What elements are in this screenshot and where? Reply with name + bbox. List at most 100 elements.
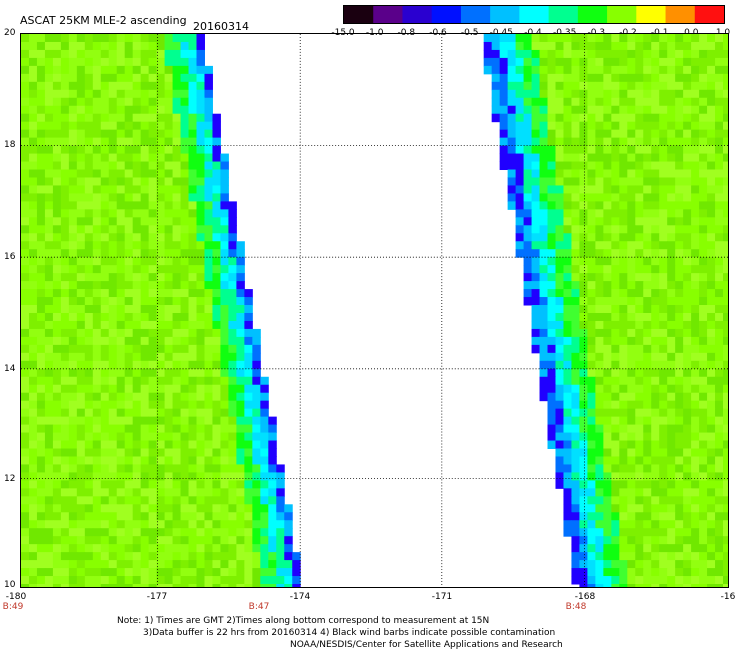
data-cell [635, 66, 643, 74]
data-cell [228, 512, 236, 520]
data-cell [619, 504, 627, 512]
data-cell [117, 536, 125, 544]
data-cell [579, 170, 587, 178]
data-cell [21, 576, 29, 584]
data-cell [109, 162, 117, 170]
data-cell [548, 130, 556, 138]
data-cell [540, 377, 548, 385]
data-cell [53, 74, 61, 82]
data-cell [165, 345, 173, 353]
data-cell [492, 34, 500, 42]
data-cell [93, 472, 101, 480]
data-cell [691, 146, 699, 154]
data-cell [715, 528, 723, 536]
data-cell [579, 74, 587, 82]
data-cell [563, 138, 571, 146]
data-cell [93, 90, 101, 98]
data-cell [133, 496, 141, 504]
data-cell [651, 98, 659, 106]
data-cell [165, 528, 173, 536]
data-cell [109, 441, 117, 449]
data-cell [675, 528, 683, 536]
data-cell [165, 122, 173, 130]
data-cell [619, 544, 627, 552]
data-cell [173, 82, 181, 90]
data-cell [651, 74, 659, 82]
data-cell [611, 472, 619, 480]
data-cell [252, 377, 260, 385]
data-cell [699, 496, 707, 504]
data-cell [563, 34, 571, 42]
data-cell [21, 321, 29, 329]
data-cell [29, 528, 37, 536]
data-cell [61, 417, 69, 425]
data-cell [619, 472, 627, 480]
data-cell [699, 297, 707, 305]
data-cell [540, 329, 548, 337]
data-cell [181, 385, 189, 393]
data-cell [21, 353, 29, 361]
data-cell [165, 401, 173, 409]
data-cell [61, 385, 69, 393]
data-cell [595, 185, 603, 193]
data-cell [212, 401, 220, 409]
data-cell [85, 313, 93, 321]
data-cell [643, 401, 651, 409]
data-cell [723, 369, 729, 377]
data-cell [165, 449, 173, 457]
data-cell [141, 122, 149, 130]
data-cell [236, 536, 244, 544]
data-cell [133, 34, 141, 42]
data-cell [659, 289, 667, 297]
data-cell [540, 74, 548, 82]
data-cell [45, 337, 53, 345]
data-cell [77, 297, 85, 305]
data-cell [53, 472, 61, 480]
data-cell [683, 401, 691, 409]
data-cell [45, 409, 53, 417]
data-cell [93, 520, 101, 528]
data-cell [540, 58, 548, 66]
data-cell [85, 329, 93, 337]
data-cell [45, 496, 53, 504]
data-cell [516, 138, 524, 146]
data-cell [165, 297, 173, 305]
data-cell [563, 98, 571, 106]
data-cell [643, 488, 651, 496]
data-cell [699, 568, 707, 576]
data-cell [715, 441, 723, 449]
data-cell [252, 568, 260, 576]
data-cell [691, 66, 699, 74]
data-cell [635, 241, 643, 249]
data-cell [723, 34, 729, 42]
data-cell [595, 74, 603, 82]
data-cell [707, 241, 715, 249]
data-cell [45, 449, 53, 457]
data-cell [93, 217, 101, 225]
data-cell [133, 393, 141, 401]
data-cell [204, 265, 212, 273]
data-cell [252, 449, 260, 457]
data-cell [508, 177, 516, 185]
data-cell [244, 568, 252, 576]
data-cell [189, 584, 197, 588]
data-cell [715, 130, 723, 138]
data-cell [252, 409, 260, 417]
data-cell [595, 464, 603, 472]
data-cell [117, 257, 125, 265]
data-cell [659, 185, 667, 193]
data-cell [611, 504, 619, 512]
data-cell [667, 433, 675, 441]
data-cell [595, 138, 603, 146]
data-cell [619, 201, 627, 209]
data-cell [29, 377, 37, 385]
data-cell [691, 512, 699, 520]
data-cell [93, 488, 101, 496]
data-cell [29, 544, 37, 552]
data-cell [699, 74, 707, 82]
data-cell [165, 185, 173, 193]
data-cell [228, 568, 236, 576]
data-cell [603, 130, 611, 138]
data-cell [125, 201, 133, 209]
data-cell [117, 273, 125, 281]
